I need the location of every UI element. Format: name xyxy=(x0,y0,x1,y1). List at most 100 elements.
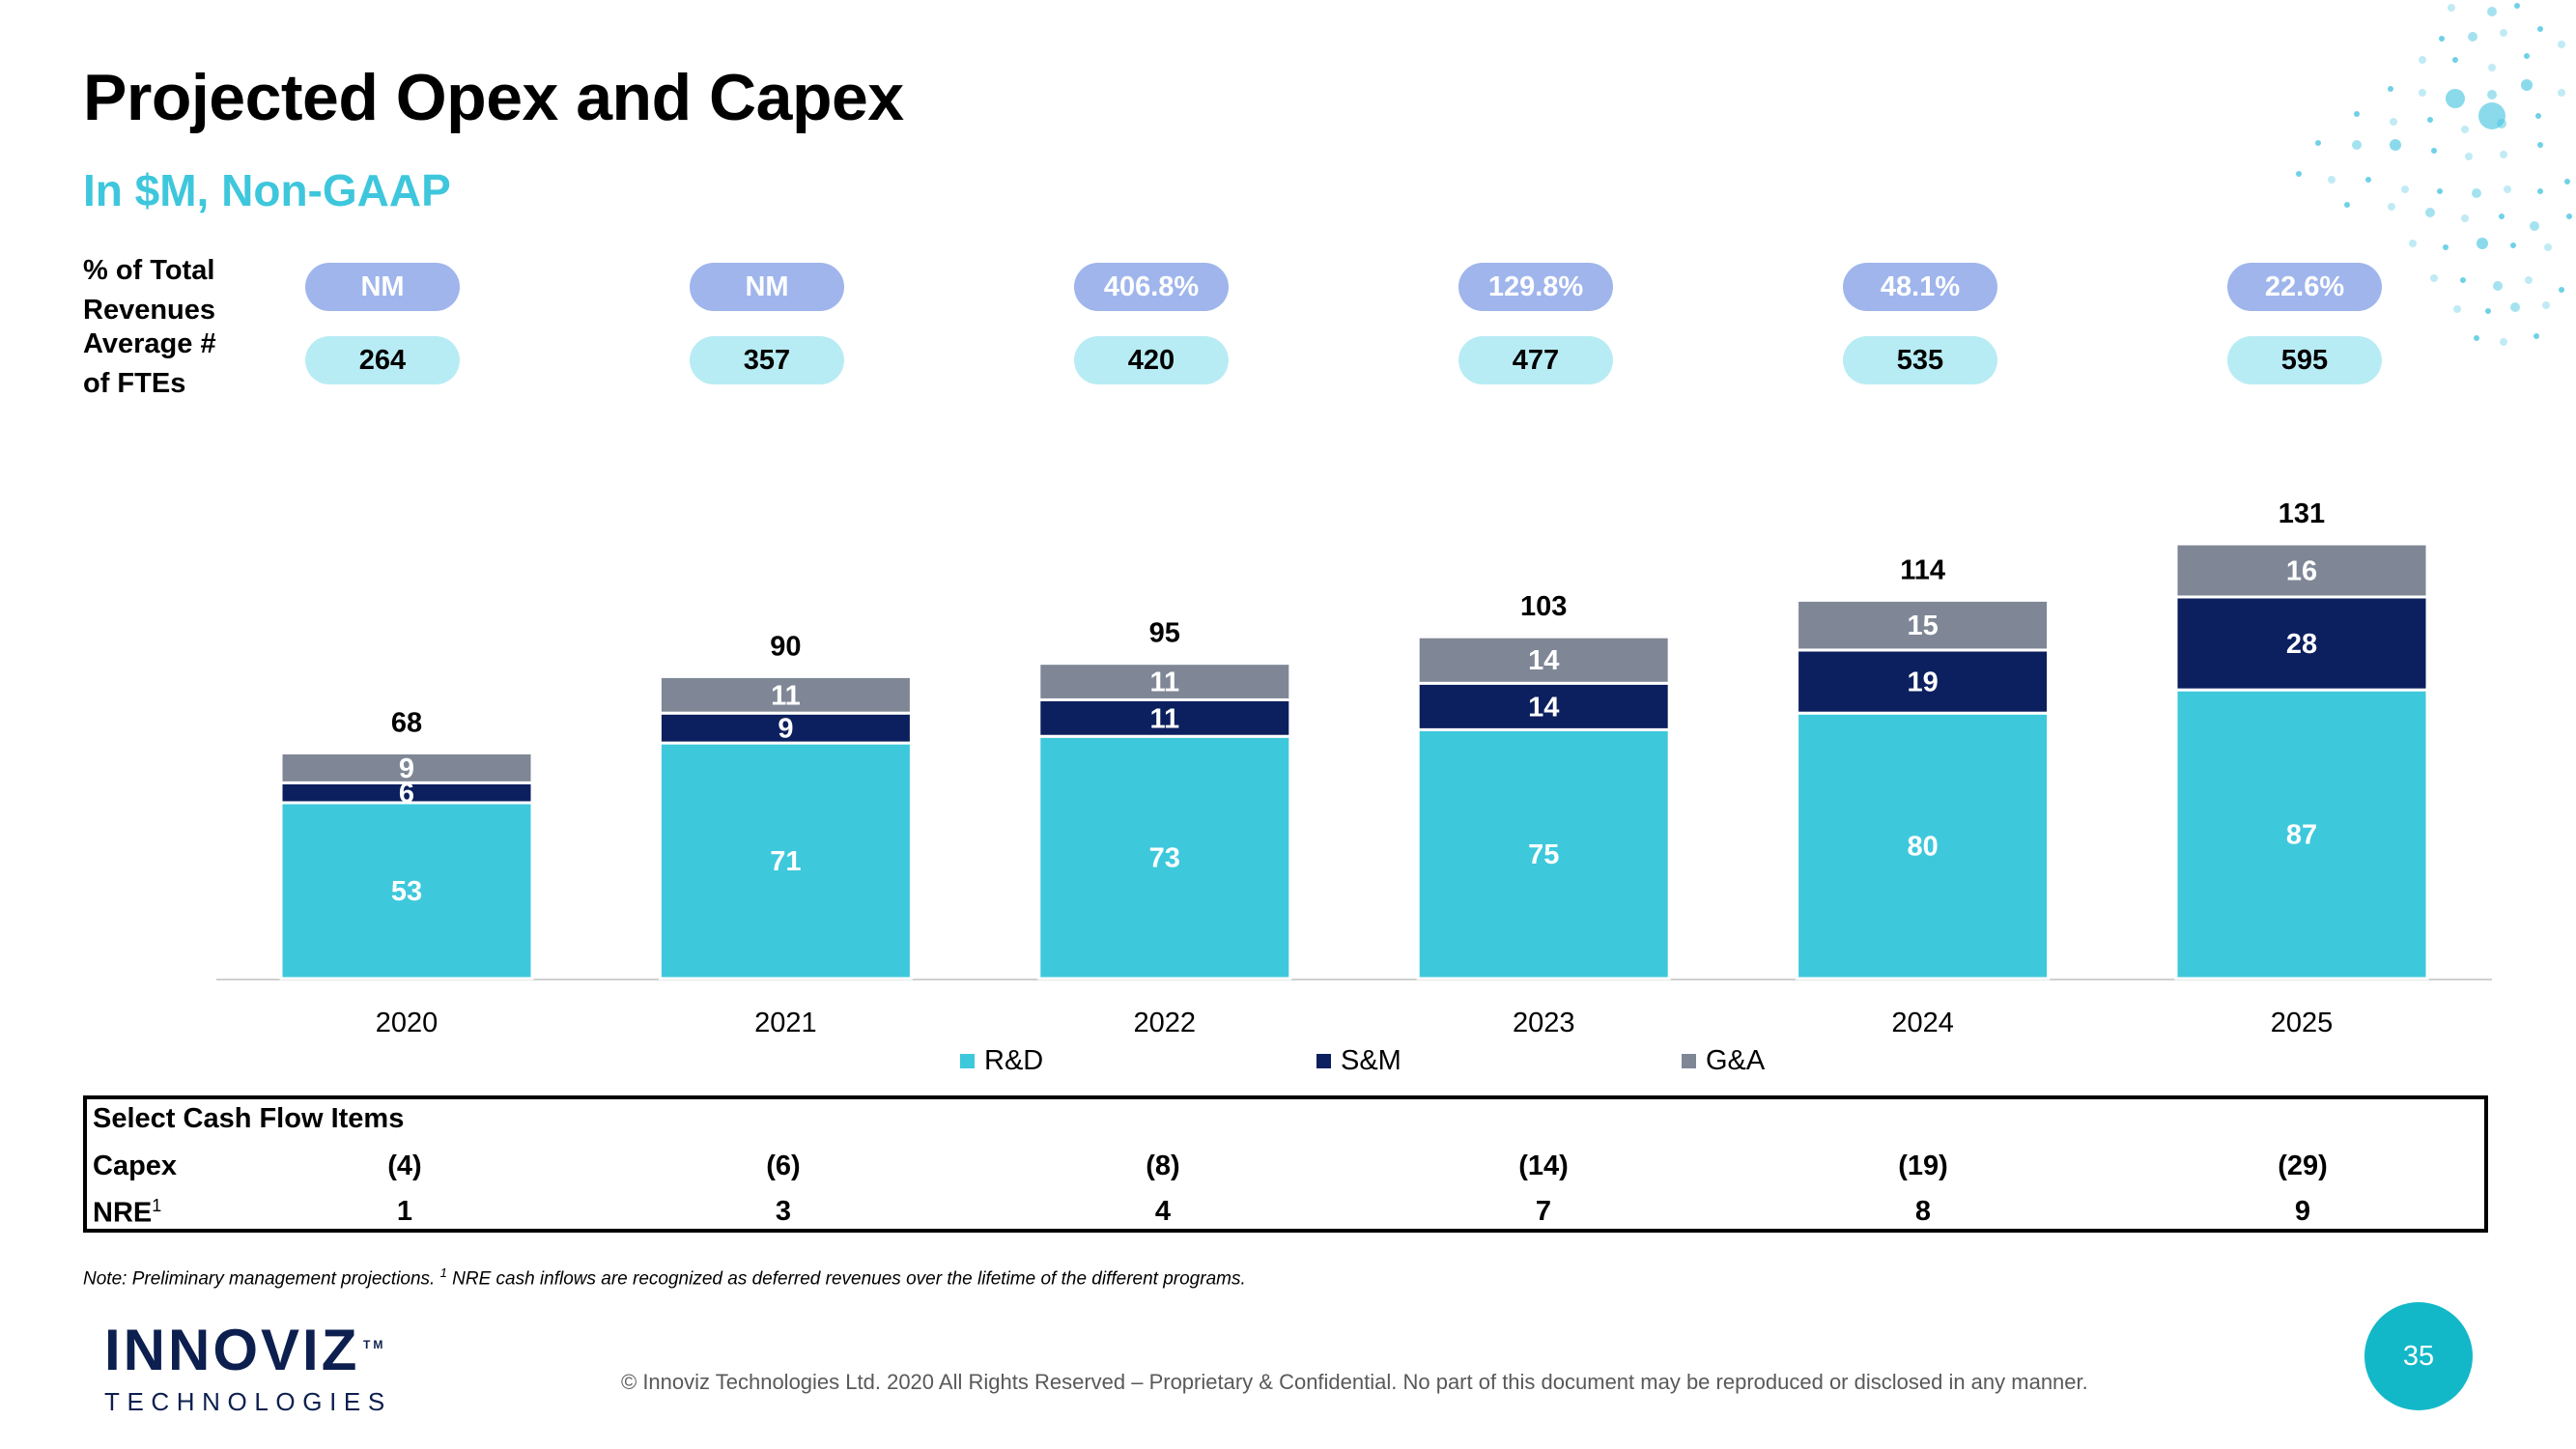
pct-revenue-label: % of Total Revenues xyxy=(83,251,215,330)
decorative-dot xyxy=(2535,113,2541,119)
nre-value: 4 xyxy=(1154,1196,1172,1227)
decorative-dot xyxy=(2390,139,2401,151)
decorative-dot xyxy=(2564,179,2570,185)
bar-data-label: 14 xyxy=(1528,645,1559,676)
fte-label-line2: of FTEs xyxy=(83,368,186,399)
nre-value: 8 xyxy=(1914,1196,1932,1227)
decorative-dot xyxy=(2461,214,2469,222)
decorative-dot xyxy=(2453,305,2461,313)
legend-item-sm: S&M xyxy=(1316,1045,1401,1077)
bar-total-label: 68 xyxy=(391,707,422,738)
fte-pill: 420 xyxy=(1074,336,1229,384)
legend-item-rd: R&D xyxy=(960,1045,1043,1077)
bar-segment-rd xyxy=(1037,734,1292,980)
legend-label-ga: G&A xyxy=(1706,1045,1766,1076)
fte-pill: 535 xyxy=(1843,336,1997,384)
x-tick-label: 2023 xyxy=(1513,1008,1575,1038)
nre-superscript: 1 xyxy=(152,1196,162,1215)
bar-data-label: 80 xyxy=(1907,832,1938,863)
bar-segment-ga xyxy=(279,751,534,784)
decorative-dot xyxy=(2500,338,2507,346)
cash-flow-title: Select Cash Flow Items xyxy=(93,1103,405,1134)
decorative-dot xyxy=(2559,287,2564,293)
decorative-dot xyxy=(2544,243,2552,251)
innoviz-logo: INNOVIZ TM TECHNOLOGIES xyxy=(104,1321,392,1417)
capex-value: (19) xyxy=(1898,1151,1948,1181)
decorative-dot xyxy=(2537,26,2543,32)
bar-data-label: 71 xyxy=(770,846,801,877)
decorative-dot xyxy=(2500,29,2507,37)
bar-data-label: 16 xyxy=(2286,555,2317,586)
decorative-dot xyxy=(2510,302,2520,312)
bar-data-label: 53 xyxy=(391,876,422,907)
bar-segment-sm xyxy=(1037,697,1292,738)
decorative-dot xyxy=(2388,86,2393,92)
decorative-dot xyxy=(2525,276,2533,284)
pct-pill: 406.8% xyxy=(1074,263,1229,311)
decorative-dot xyxy=(2452,57,2458,63)
capex-value: (14) xyxy=(1518,1151,1569,1181)
decorative-dot xyxy=(2409,240,2417,247)
decorative-dot xyxy=(2500,151,2507,158)
decorative-dot xyxy=(2401,185,2409,193)
bar-segment-ga xyxy=(2174,542,2429,599)
decorative-dot xyxy=(2439,36,2445,42)
fte-label: Average # of FTEs xyxy=(83,325,216,404)
decorative-dot xyxy=(2514,3,2520,9)
decorative-dot xyxy=(2521,79,2533,91)
nre-label: NRE1 xyxy=(93,1196,161,1230)
decorative-dot xyxy=(2328,176,2335,184)
footnote: Note: Preliminary management projections… xyxy=(83,1265,1246,1290)
decorative-dot xyxy=(2315,140,2321,146)
pct-pill: NM xyxy=(690,263,844,311)
capex-value: (6) xyxy=(766,1151,801,1181)
decorative-dot xyxy=(2488,64,2496,71)
bar-data-label: 73 xyxy=(1149,843,1180,874)
decorative-dot xyxy=(2460,277,2466,283)
decorative-dot xyxy=(2487,90,2497,99)
logo-subtitle: TECHNOLOGIES xyxy=(104,1387,392,1416)
x-tick-label: 2020 xyxy=(376,1008,439,1038)
bar-data-label: 19 xyxy=(1907,668,1938,698)
x-tick-label: 2025 xyxy=(2271,1008,2334,1038)
opex-stacked-bar-chart: 5369682020719119020217311119520227514141… xyxy=(216,498,2492,1038)
bar-segment-rd xyxy=(658,741,913,980)
page-number-badge: 35 xyxy=(2364,1302,2473,1410)
bar-data-label: 14 xyxy=(1528,692,1559,723)
decorative-dot xyxy=(2419,56,2426,64)
fte-pill: 357 xyxy=(690,336,844,384)
decorative-dot xyxy=(2344,202,2350,208)
decorative-dot xyxy=(2566,213,2572,219)
decorative-dot xyxy=(2530,221,2539,231)
nre-value: 1 xyxy=(396,1196,413,1227)
decorative-dot xyxy=(2443,244,2449,250)
decorative-dot xyxy=(2296,171,2302,177)
decorative-dot xyxy=(2524,53,2530,59)
footnote-prefix: Note: Preliminary management projections… xyxy=(83,1268,440,1290)
bar-data-label: 9 xyxy=(778,714,793,745)
copyright-text: © Innoviz Technologies Ltd. 2020 All Rig… xyxy=(621,1370,2088,1394)
decorative-dot xyxy=(2431,148,2437,154)
decorative-dot xyxy=(2477,238,2488,249)
decorative-dot xyxy=(2493,281,2503,291)
fte-pill: 595 xyxy=(2227,336,2382,384)
logo-tm: TM xyxy=(363,1338,386,1351)
page-title: Projected Opex and Capex xyxy=(83,61,904,134)
decorative-dot xyxy=(2474,335,2479,341)
bar-total-label: 103 xyxy=(1520,591,1567,622)
bar-segment-ga xyxy=(1796,598,2051,652)
bar-total-label: 95 xyxy=(1149,618,1180,649)
capex-label: Capex xyxy=(93,1151,178,1181)
bar-total-label: 114 xyxy=(1900,554,1945,585)
fte-pill: 264 xyxy=(305,336,460,384)
decorative-dot xyxy=(2472,188,2481,198)
decorative-dot xyxy=(2390,118,2397,126)
bar-segment-ga xyxy=(1416,635,1671,685)
decorative-dot xyxy=(2499,213,2505,219)
decorative-dot xyxy=(2427,117,2433,123)
decorative-dot xyxy=(2425,208,2435,217)
bar-segment-sm xyxy=(1796,648,2051,715)
bar-total-label: 90 xyxy=(770,631,801,662)
nre-value: 7 xyxy=(1535,1196,1552,1227)
fte-pill: 477 xyxy=(1458,336,1613,384)
